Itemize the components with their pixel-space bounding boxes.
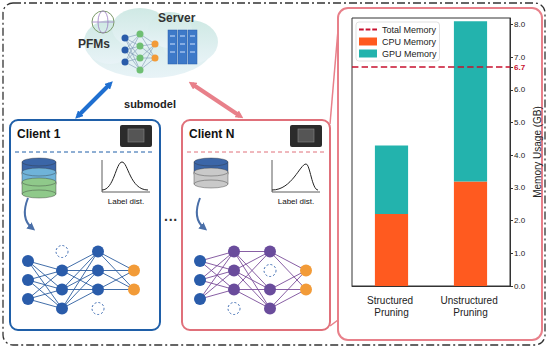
svg-text:0.0: 0.0 <box>514 282 526 291</box>
svg-text:Client 1: Client 1 <box>17 127 61 141</box>
svg-text:CPU Memory: CPU Memory <box>382 37 437 47</box>
svg-text:1.0: 1.0 <box>514 249 526 258</box>
svg-text:Server: Server <box>158 11 196 25</box>
svg-text:8.0: 8.0 <box>514 20 526 29</box>
svg-text:Unstructured: Unstructured <box>440 295 500 306</box>
svg-text:Pruning: Pruning <box>453 307 487 318</box>
svg-text:5.0: 5.0 <box>514 118 526 127</box>
svg-text:4.0: 4.0 <box>514 151 526 160</box>
svg-text:GPU Memory: GPU Memory <box>382 49 437 59</box>
svg-text:Structured: Structured <box>367 295 416 306</box>
svg-text:Label dist.: Label dist. <box>278 197 314 206</box>
svg-text:7.0: 7.0 <box>514 53 526 62</box>
svg-text:Label dist.: Label dist. <box>108 197 144 206</box>
svg-text:PFMs: PFMs <box>78 37 110 51</box>
svg-text:Memory Usage (GB): Memory Usage (GB) <box>532 106 543 198</box>
svg-text:···: ··· <box>164 212 178 228</box>
svg-text:2.0: 2.0 <box>514 216 526 225</box>
svg-text:submodel: submodel <box>124 98 176 110</box>
svg-text:6.7: 6.7 <box>514 63 526 72</box>
svg-text:6.0: 6.0 <box>514 85 526 94</box>
svg-text:Pruning: Pruning <box>374 307 408 318</box>
svg-text:Client N: Client N <box>189 127 234 141</box>
svg-text:3.0: 3.0 <box>514 183 526 192</box>
svg-text:Total Memory: Total Memory <box>382 25 437 35</box>
